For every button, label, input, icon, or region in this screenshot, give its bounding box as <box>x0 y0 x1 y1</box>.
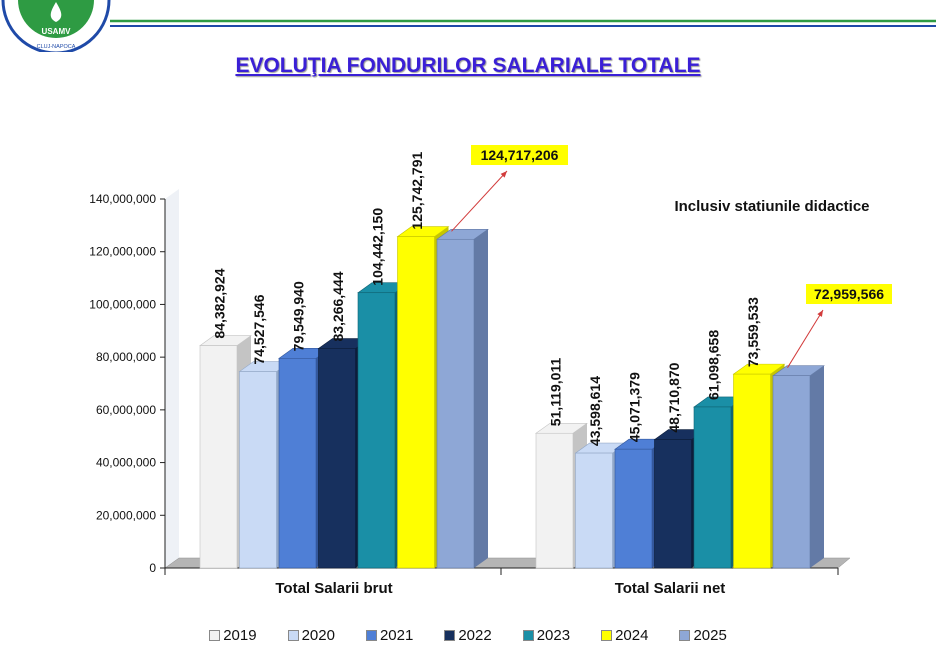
bar-2023-brut <box>357 292 396 569</box>
data-label-2022: 83,266,444 <box>330 271 346 341</box>
callout-label-2025: 72,959,566 <box>814 286 884 302</box>
legend-item-2020: 2020 <box>287 625 335 645</box>
y-tick-label: 60,000,000 <box>96 403 156 417</box>
callout-box-2025 <box>806 284 892 304</box>
bar-2019-brut <box>199 345 238 569</box>
bar-2020-net <box>575 452 613 569</box>
legend-swatch <box>209 629 221 641</box>
data-label-2024: 73,559,533 <box>745 297 761 367</box>
bar-2022-brut <box>318 348 356 569</box>
legend-label: 2023 <box>536 626 571 644</box>
data-label-2023: 61,098,658 <box>706 330 722 400</box>
chart-legend: 2019 2020 2021 2022 2023 2024 2025 <box>0 625 936 645</box>
bar-2024-net <box>733 373 771 569</box>
bar-2019-net <box>535 432 574 569</box>
legend-swatch <box>444 629 456 641</box>
bar-2021-brut <box>278 358 317 569</box>
data-label-2019: 84,382,924 <box>212 268 228 338</box>
data-label-2024: 125,742,791 <box>409 152 425 230</box>
bar-2022-net <box>654 439 692 569</box>
bar-side-2025 <box>474 229 488 569</box>
data-label-2020: 74,527,546 <box>251 294 267 364</box>
legend-swatch <box>601 629 613 641</box>
callout-arrow-line <box>451 170 508 232</box>
data-label-2022: 48,710,870 <box>666 362 682 432</box>
legend-swatch <box>287 629 299 641</box>
callout-arrow-head <box>500 171 507 178</box>
legend-item-2022: 2022 <box>444 625 492 645</box>
legend-item-2019: 2019 <box>209 625 257 645</box>
bar-2020-brut <box>239 371 277 569</box>
callout-label-2025: 124,717,206 <box>481 147 559 163</box>
legend-item-2023: 2023 <box>522 625 571 645</box>
legend-label: 2025 <box>693 626 727 644</box>
bar-2025-brut <box>436 238 475 569</box>
y-tick-label: 0 <box>149 561 156 575</box>
bar-side-2025 <box>810 365 824 568</box>
logo-text: USAMV <box>42 27 72 36</box>
bar-2025-net <box>772 375 811 569</box>
data-label-2023: 104,442,150 <box>370 208 386 286</box>
usamv-logo: USAMV CLUJ-NAPOCA <box>1 0 111 52</box>
back-wall-left <box>165 189 179 568</box>
callout-arrow-head <box>817 310 823 317</box>
data-label-2020: 43,598,614 <box>587 376 603 446</box>
callout-arrow-line <box>787 309 824 368</box>
y-tick-label: 40,000,000 <box>96 456 156 470</box>
header-rule <box>110 19 936 27</box>
chart-annotation: Inclusiv statiunile didactice <box>674 198 869 215</box>
bar-2021-net <box>614 448 653 569</box>
legend-label: 2020 <box>301 626 335 644</box>
y-tick-label: 80,000,000 <box>96 350 156 364</box>
legend-swatch <box>522 629 534 641</box>
bar-chart: 0 20,000,000 40,000,000 60,000,000 80,000,00… <box>89 145 892 597</box>
bar-2023-net <box>693 406 732 569</box>
legend-label: 2019 <box>223 626 257 644</box>
legend-item-2021: 2021 <box>365 625 414 645</box>
legend-item-2024: 2024 <box>601 625 648 645</box>
y-tick-label: 140,000,000 <box>89 192 156 206</box>
page-title: EVOLUŢIA FONDURILOR SALARIALE TOTALE <box>235 54 701 77</box>
x-category-label: Total Salarii brut <box>275 580 392 597</box>
data-label-2019: 51,119,011 <box>548 358 564 427</box>
callout-box-2025 <box>471 145 568 165</box>
y-tick-label: 120,000,000 <box>89 245 156 259</box>
legend-label: 2022 <box>458 626 492 644</box>
legend-label: 2021 <box>379 626 414 644</box>
legend-swatch <box>365 629 377 641</box>
legend-swatch <box>679 629 691 641</box>
y-tick-label: 20,000,000 <box>96 508 156 522</box>
data-label-2021: 79,549,940 <box>291 281 307 351</box>
logo-subtext: CLUJ-NAPOCA <box>37 44 76 50</box>
y-tick-label: 100,000,000 <box>89 297 156 311</box>
x-category-label: Total Salarii net <box>615 580 726 597</box>
legend-label: 2024 <box>615 626 649 644</box>
bar-2024-brut <box>397 236 435 569</box>
logo-drop-icon <box>50 2 62 22</box>
data-label-2021: 45,071,379 <box>627 372 643 442</box>
legend-item-2025: 2025 <box>679 625 727 645</box>
